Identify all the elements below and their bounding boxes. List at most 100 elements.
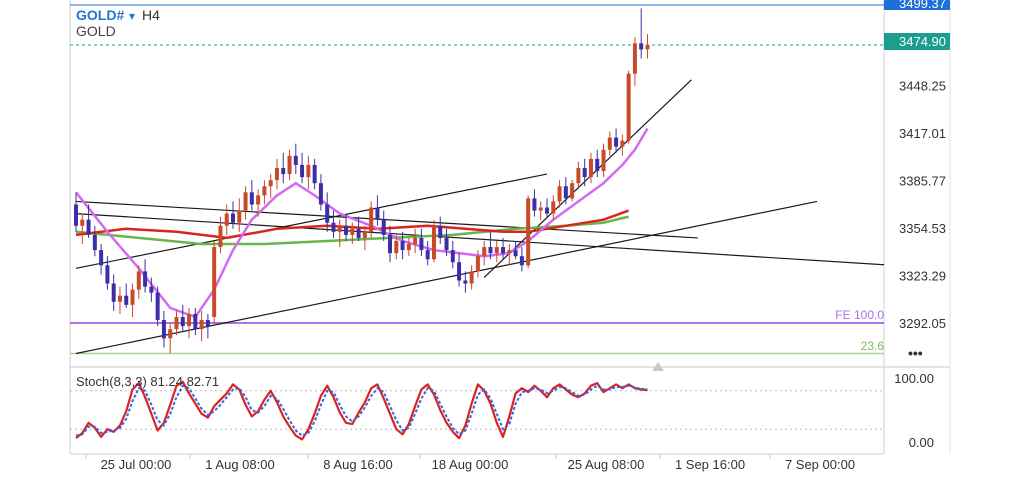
timeframe-label[interactable]: H4 <box>142 7 160 23</box>
candle-body <box>438 225 443 238</box>
candle-body <box>645 44 650 50</box>
candle-body <box>369 207 374 232</box>
candle-body <box>74 204 78 226</box>
candle-body <box>268 180 273 187</box>
current-price-tag: 3474.90 <box>899 34 946 49</box>
candle-body <box>444 237 449 251</box>
trendline-0 <box>75 173 548 269</box>
candle-body <box>532 198 537 211</box>
candle-body <box>350 228 355 235</box>
candle-body <box>356 228 361 238</box>
candle-body <box>494 247 499 254</box>
ma-mid-line <box>75 209 630 240</box>
candle-body <box>86 219 91 235</box>
candle-body <box>180 316 185 327</box>
candle-body <box>538 207 543 211</box>
stoch-d-line <box>75 384 648 437</box>
fe-level-label: FE 100.0 <box>835 308 884 322</box>
candle-body <box>394 240 399 254</box>
candle-body <box>526 198 531 266</box>
candle-body <box>306 164 311 178</box>
trendline-3 <box>75 200 818 355</box>
high-price-tag-bg <box>884 0 950 10</box>
candle-body <box>174 316 179 330</box>
candle-body <box>136 271 141 290</box>
candle-body <box>425 250 430 260</box>
candle-body <box>488 247 493 254</box>
candle-body <box>231 213 235 223</box>
price-tick-label: 3417.01 <box>899 126 946 141</box>
price-tick-label: 3292.05 <box>899 316 946 331</box>
candle-body <box>513 250 518 257</box>
candle-body <box>312 164 317 184</box>
candle-body <box>205 320 210 327</box>
candle-body <box>563 186 568 199</box>
stoch-indicator-label: Stoch(8,3,3) 81.24 82.71 <box>76 374 219 389</box>
candle-body <box>168 329 173 339</box>
stoch-k-line <box>75 380 648 441</box>
candle-body <box>639 43 644 50</box>
candle-body <box>614 137 619 147</box>
price-tick-label: 3323.29 <box>899 269 946 284</box>
candle-body <box>199 320 204 330</box>
candle-body <box>450 250 455 263</box>
candle-body <box>501 247 506 254</box>
candle-body <box>187 313 192 327</box>
candle-body <box>601 149 606 172</box>
candle-body <box>337 225 342 232</box>
candle-body <box>507 250 512 254</box>
candle-body <box>469 271 474 284</box>
dropdown-chevron-icon[interactable]: ▾ <box>129 9 135 23</box>
candle-body <box>413 237 418 245</box>
candle-body <box>105 265 110 284</box>
candle-body <box>92 234 97 251</box>
candle-body <box>293 155 298 165</box>
candle-body <box>626 73 631 141</box>
candle-body <box>117 295 122 302</box>
time-tick-label: 25 Jul 00:00 <box>101 457 172 472</box>
price-tick-label: 3448.25 <box>899 79 946 94</box>
marker-triangle-icon <box>652 362 664 371</box>
candle-body <box>381 219 386 235</box>
candle-body <box>632 43 637 74</box>
time-tick-label: 1 Aug 08:00 <box>205 457 274 472</box>
candle-body <box>281 167 286 175</box>
high-price-tag: 3499.37 <box>899 0 946 11</box>
candle-body <box>475 256 480 272</box>
candle-body <box>388 234 392 254</box>
candle-body <box>287 155 292 175</box>
candle-body <box>124 295 129 305</box>
fib-level-label: 23.6 <box>861 339 885 353</box>
candle-body <box>237 210 242 223</box>
candle-body <box>218 225 223 248</box>
candle-body <box>582 167 587 178</box>
candle-body <box>588 158 593 178</box>
candle-body <box>419 237 424 251</box>
price-tick-label: 3354.53 <box>899 221 946 236</box>
candle-body <box>463 280 468 284</box>
candle-body <box>457 262 462 281</box>
candle-body <box>331 222 336 232</box>
more-options-icon[interactable]: ••• <box>908 345 923 361</box>
candle-body <box>318 183 323 205</box>
instrument-name: GOLD <box>76 23 116 39</box>
candle-body <box>80 219 85 226</box>
candle-body <box>143 271 148 287</box>
candle-body <box>193 313 198 330</box>
trendline-4 <box>483 79 692 278</box>
symbol-label[interactable]: GOLD# <box>76 7 124 23</box>
stoch-tick-label: 0.00 <box>909 435 934 450</box>
candle-body <box>130 289 135 305</box>
stoch-tick-label: 100.00 <box>894 371 934 386</box>
candle-body <box>212 247 217 317</box>
trendline-1 <box>75 213 884 266</box>
time-tick-label: 25 Aug 08:00 <box>568 457 645 472</box>
current-price-tag-bg <box>884 33 950 50</box>
candle-body <box>519 256 524 266</box>
candle-body <box>262 186 267 196</box>
candle-body <box>243 192 248 211</box>
candle-body <box>274 167 279 181</box>
candle-body <box>607 137 612 150</box>
